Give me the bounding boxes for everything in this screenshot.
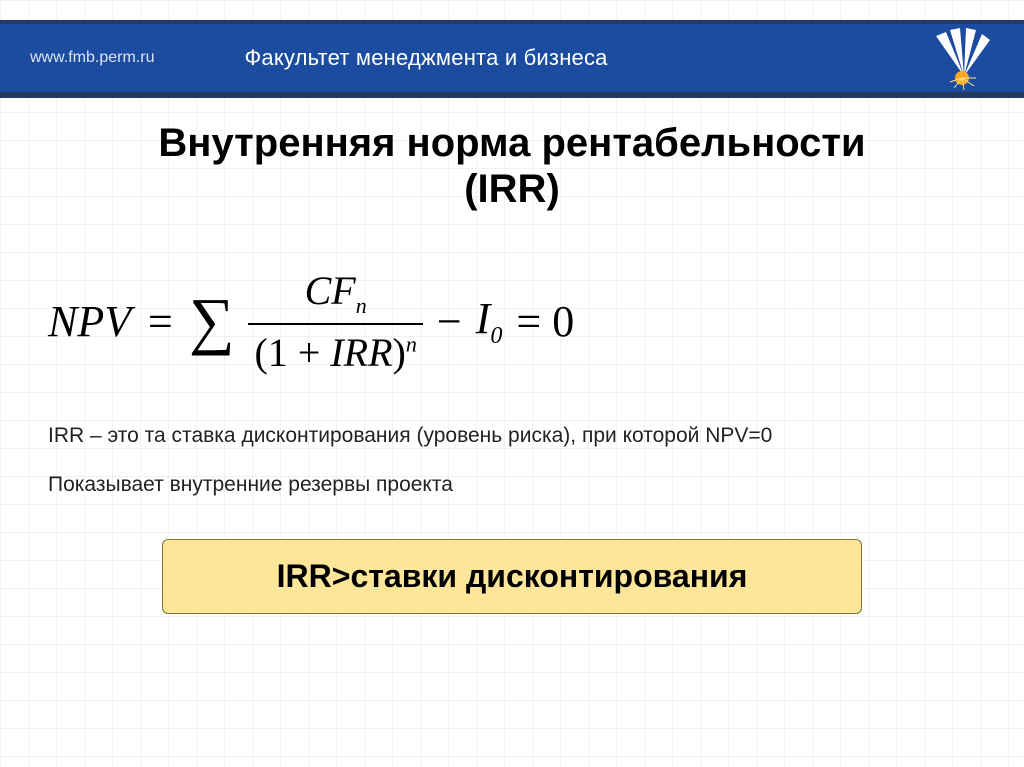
callout-box: IRR>ставки дисконтирования bbox=[162, 539, 862, 614]
den-open: (1 + bbox=[254, 330, 320, 375]
formula-I: I0 bbox=[476, 293, 503, 350]
formula-lhs: NPV bbox=[48, 296, 131, 347]
den-irr: IRR bbox=[330, 330, 392, 375]
sigma-symbol: ∑ bbox=[189, 302, 235, 340]
npv-formula: NPV = ∑ CFn (1 + IRR)n − I0 = 0 bbox=[48, 267, 1024, 376]
I-base: I bbox=[476, 294, 491, 343]
title-line1: Внутренняя норма рентабельности bbox=[0, 120, 1024, 166]
formula-fraction: CFn (1 + IRR)n bbox=[248, 267, 422, 376]
den-close: ) bbox=[393, 330, 406, 375]
formula-eq2: = 0 bbox=[516, 296, 574, 347]
slide-title: Внутренняя норма рентабельности (IRR) bbox=[0, 120, 1024, 212]
callout-text: IRR>ставки дисконтирования bbox=[277, 558, 748, 594]
faculty-title: Факультет менеджмента и бизнеса bbox=[244, 45, 607, 71]
fraction-denominator: (1 + IRR)n bbox=[248, 325, 422, 376]
formula-eq1: = bbox=[145, 296, 175, 347]
title-line2: (IRR) bbox=[0, 166, 1024, 212]
cf-sub: n bbox=[356, 293, 367, 318]
header-bar: www.fmb.perm.ru Факультет менеджмента и … bbox=[0, 20, 1024, 98]
cf-base: CF bbox=[305, 268, 356, 313]
description-line1: IRR – это та ставка дисконтирования (уро… bbox=[48, 421, 976, 451]
formula-minus: − bbox=[437, 296, 462, 347]
I-sub: 0 bbox=[490, 322, 502, 349]
sun-fan-icon bbox=[932, 26, 996, 90]
site-url: www.fmb.perm.ru bbox=[30, 49, 154, 67]
description-line2: Показывает внутренние резервы проекта bbox=[48, 473, 976, 497]
fraction-numerator: CFn bbox=[299, 267, 373, 323]
den-sup: n bbox=[406, 332, 417, 357]
